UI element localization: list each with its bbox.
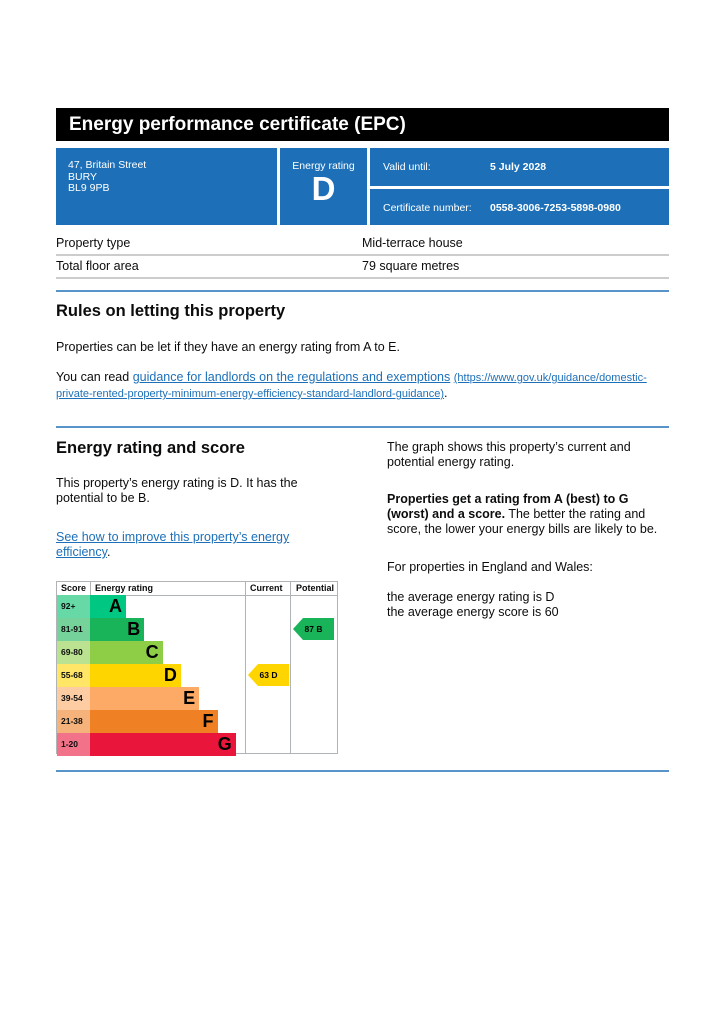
header-score: Score xyxy=(61,583,87,593)
floor-area-row: Total floor area 79 square metres xyxy=(56,255,669,279)
column-divider xyxy=(90,582,91,595)
header-energy-rating: Energy rating xyxy=(95,583,154,593)
address-line: BL9 9PB xyxy=(68,182,110,194)
guidance-url-link[interactable]: (https://www.gov.uk/guidance/domestic-pr… xyxy=(56,372,647,400)
address-line: 47, Britain Street xyxy=(68,159,147,171)
rating-bar-F: F xyxy=(90,710,218,733)
rating-bar-A: A xyxy=(90,595,126,618)
rating-bar-B: B xyxy=(90,618,145,641)
valid-until-box: Valid until: 5 July 2028 xyxy=(370,148,669,186)
current-rating-arrow: 63 D xyxy=(248,664,289,686)
score-range-F: 21-38 xyxy=(57,710,90,733)
valid-until-value: 5 July 2028 xyxy=(490,161,547,173)
divider xyxy=(56,290,669,292)
improve-suffix: . xyxy=(106,545,111,559)
score-range-G: 1-20 xyxy=(57,733,90,756)
column-divider xyxy=(290,582,291,753)
floor-area-label: Total floor area xyxy=(56,259,139,273)
guidance-prefix: You can read xyxy=(56,370,133,384)
guidance-link[interactable]: guidance for landlords on the regulation… xyxy=(132,370,451,384)
page-title: Energy performance certificate (EPC) xyxy=(56,108,669,141)
certificate-number: 0558-3006-7253-5898-0980 xyxy=(490,202,621,214)
property-type-row: Property type Mid-terrace house xyxy=(56,232,669,256)
chart-header xyxy=(57,582,337,596)
potential-rating-arrow: 87 B xyxy=(293,618,334,640)
address-line: BURY xyxy=(68,170,97,183)
rating-bar-C: C xyxy=(90,641,163,664)
divider xyxy=(56,770,669,772)
column-divider xyxy=(245,582,246,753)
rating-explanation-bold: Properties get a rating from A (best) to… xyxy=(387,492,629,521)
header-current: Current xyxy=(250,583,283,593)
score-range-A: 92+ xyxy=(57,595,90,618)
energy-summary: This property’s energy rating is D. It h… xyxy=(56,476,298,505)
divider xyxy=(56,426,669,428)
certificate-box: Certificate number: 0558-3006-7253-5898-… xyxy=(370,189,669,225)
improve-paragraph: See how to improve this property’s energ… xyxy=(56,530,306,560)
average-score: the average energy score is 60 xyxy=(387,605,559,619)
score-range-B: 81-91 xyxy=(57,618,90,641)
energy-rating-chart: Score Energy rating Current Potential 92… xyxy=(56,581,338,756)
score-range-E: 39-54 xyxy=(57,687,90,710)
energy-rating-value: D xyxy=(311,170,336,207)
rules-guidance: You can read guidance for landlords on t… xyxy=(56,370,656,402)
average-rating: the average energy rating is D xyxy=(387,590,555,604)
header-potential: Potential xyxy=(296,583,335,593)
rating-explanation-text: The better the rating and score, the low… xyxy=(387,507,658,536)
score-range-C: 69-80 xyxy=(57,641,90,664)
guidance-suffix: . xyxy=(444,386,448,400)
rating-bar-D: D xyxy=(90,664,181,687)
property-type-label: Property type xyxy=(56,236,131,250)
energy-rating-box: Energy rating D xyxy=(280,148,367,225)
score-range-D: 55-68 xyxy=(57,664,90,687)
energy-heading: Energy rating and score xyxy=(56,439,245,457)
rules-text: Properties can be let if they have an en… xyxy=(56,340,400,354)
energy-rating-label: Energy rating xyxy=(292,160,355,172)
address-box: 47, Britain Street BURY BL9 9PB xyxy=(56,148,277,225)
graph-description: The graph shows this property’s current … xyxy=(387,440,631,469)
floor-area-value: 79 square metres xyxy=(362,259,460,273)
rating-bar-E: E xyxy=(90,687,200,710)
valid-until-label: Valid until: xyxy=(383,161,431,173)
certificate-label: Certificate number: xyxy=(383,202,472,214)
rules-heading: Rules on letting this property xyxy=(56,302,286,320)
rating-explanation: Properties get a rating from A (best) to… xyxy=(387,492,672,537)
property-type-value: Mid-terrace house xyxy=(362,236,463,250)
region-text: For properties in England and Wales: xyxy=(387,560,593,574)
rating-bar-G: G xyxy=(90,733,236,756)
improve-link[interactable]: See how to improve this property’s energ… xyxy=(56,530,290,559)
